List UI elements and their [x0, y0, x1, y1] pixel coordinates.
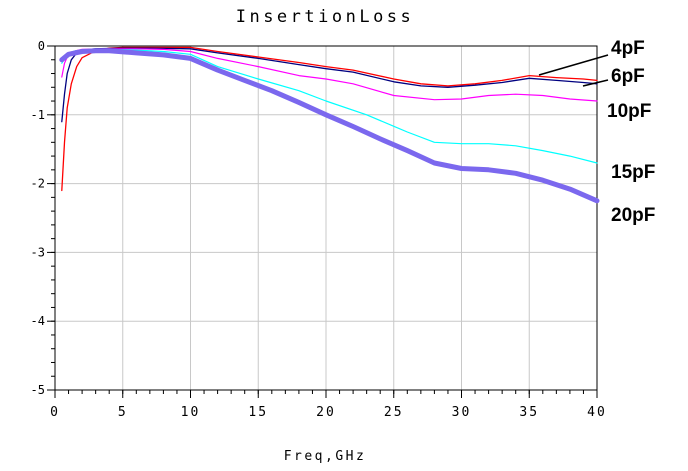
y-tick-label: -3 — [31, 245, 45, 259]
series-line-4pF — [61, 46, 598, 192]
y-tick-label: -5 — [31, 383, 45, 397]
series-label-4pF: 4pF — [611, 38, 645, 59]
series-label-10pF: 10pF — [607, 101, 651, 122]
grid — [54, 45, 598, 391]
series-line-6pF — [61, 47, 598, 123]
series-line-10pF — [61, 48, 598, 102]
x-tick-label: 15 — [248, 405, 268, 420]
x-tick-label: 30 — [452, 405, 472, 420]
series-label-15pF: 15pF — [611, 162, 655, 183]
series-line-20pF — [59, 48, 600, 204]
chart-title: InsertionLoss — [236, 7, 415, 27]
axes: 0 5 10 15 20 25 30 35 40 0 -1 -2 -3 -4 -5 — [31, 39, 607, 420]
x-axis-label: Freq,GHz — [284, 449, 367, 464]
x-tick-label: 25 — [384, 405, 404, 420]
series-label-20pF: 20pF — [611, 205, 655, 226]
x-tick-label: 0 — [50, 405, 60, 420]
x-tick-label: 40 — [587, 405, 607, 420]
y-tick-label: 0 — [38, 39, 45, 53]
plot-frame — [54, 45, 598, 391]
y-tick-label: -2 — [31, 177, 45, 191]
x-tick-label: 20 — [316, 405, 336, 420]
x-tick-label: 5 — [118, 405, 128, 420]
series-group — [59, 46, 600, 204]
series-labels: 4pF 6pF 10pF 15pF 20pF — [538, 38, 655, 226]
leader-line-4pF — [538, 54, 609, 76]
y-tick-label: -1 — [31, 108, 45, 122]
x-tick-label: 35 — [519, 405, 539, 420]
y-tick-label: -4 — [31, 314, 45, 328]
x-tick-label: 10 — [181, 405, 201, 420]
series-label-6pF: 6pF — [611, 66, 645, 87]
leader-line-6pF — [582, 79, 609, 87]
